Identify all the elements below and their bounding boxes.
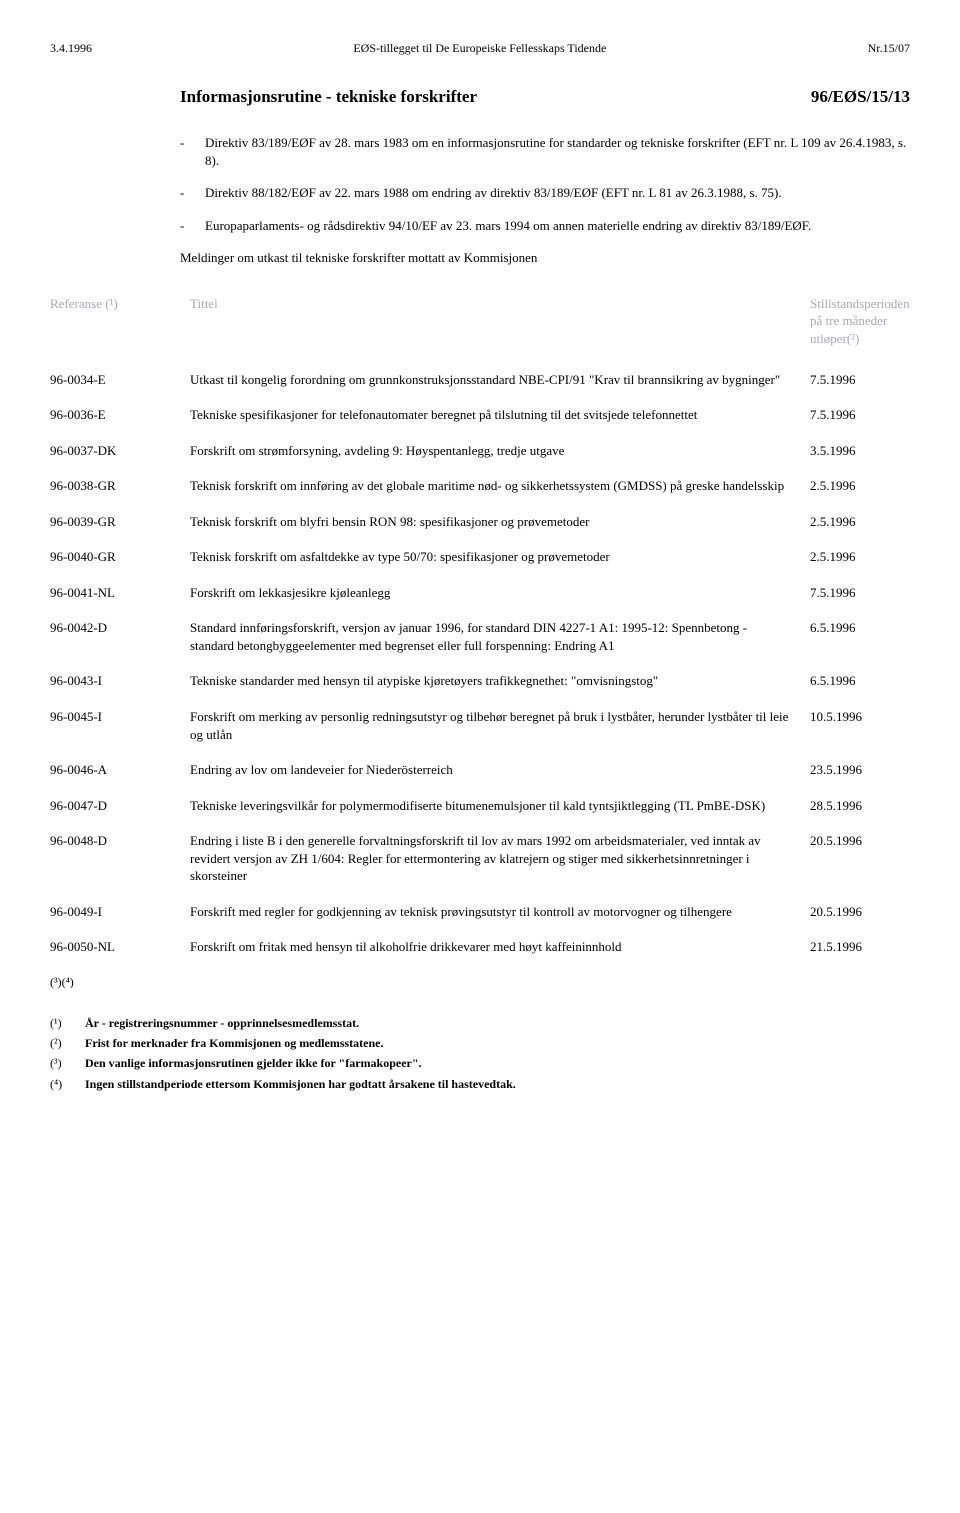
cell-date: 2.5.1996 <box>810 513 910 531</box>
cell-reference: 96-0050-NL <box>50 938 190 956</box>
table-row: 96-0045-IForskrift om merking av personl… <box>50 708 910 743</box>
table-row: 96-0049-IForskrift med regler for godkje… <box>50 903 910 921</box>
table-row: 96-0050-NLForskrift om fritak med hensyn… <box>50 938 910 956</box>
header-date: 3.4.1996 <box>50 40 92 56</box>
cell-title: Forskrift om strømforsyning, avdeling 9:… <box>190 442 810 460</box>
cell-title: Tekniske standarder med hensyn til atypi… <box>190 672 810 690</box>
intro-dash: - <box>180 217 205 235</box>
cell-title: Endring av lov om landeveier for Niederö… <box>190 761 810 779</box>
table-row: 96-0037-DKForskrift om strømforsyning, a… <box>50 442 910 460</box>
col-header-reference: Referanse (¹) <box>50 295 190 348</box>
col-header-date: Stillstandsperioden på tre måneder utløp… <box>810 295 910 348</box>
table-row: 96-0046-AEndring av lov om landeveier fo… <box>50 761 910 779</box>
cell-reference: 96-0034-E <box>50 371 190 389</box>
cell-date: 7.5.1996 <box>810 371 910 389</box>
cell-title: Standard innføringsforskrift, versjon av… <box>190 619 810 654</box>
intro-block: -Direktiv 83/189/EØF av 28. mars 1983 om… <box>180 134 910 267</box>
cell-reference: 96-0039-GR <box>50 513 190 531</box>
table-row: 96-0036-ETekniske spesifikasjoner for te… <box>50 406 910 424</box>
cell-date: 20.5.1996 <box>810 903 910 921</box>
cell-date: 10.5.1996 <box>810 708 910 726</box>
cell-date: 7.5.1996 <box>810 584 910 602</box>
document-code: 96/EØS/15/13 <box>811 86 910 109</box>
cell-date: 3.5.1996 <box>810 442 910 460</box>
cell-reference: 96-0048-D <box>50 832 190 850</box>
footnotes-block: (¹)År - registreringsnummer - opprinnels… <box>50 1015 910 1092</box>
intro-item: -Europaparlaments- og rådsdirektiv 94/10… <box>180 217 910 235</box>
cell-title: Teknisk forskrift om asfaltdekke av type… <box>190 548 810 566</box>
footnote-marker: (²) <box>50 1035 85 1051</box>
cell-title: Forskrift om merking av personlig rednin… <box>190 708 810 743</box>
cell-reference: 96-0036-E <box>50 406 190 424</box>
cell-reference: 96-0037-DK <box>50 442 190 460</box>
table-row: 96-0042-DStandard innføringsforskrift, v… <box>50 619 910 654</box>
footnote-marker: (¹) <box>50 1015 85 1031</box>
cell-reference: 96-0038-GR <box>50 477 190 495</box>
footnote-marker: (⁴) <box>50 1076 85 1092</box>
cell-title: Endring i liste B i den generelle forval… <box>190 832 810 885</box>
intro-item: -Direktiv 83/189/EØF av 28. mars 1983 om… <box>180 134 910 169</box>
intro-dash: - <box>180 184 205 202</box>
cell-title: Forskrift om lekkasjesikre kjøleanlegg <box>190 584 810 602</box>
title-row: Informasjonsrutine - tekniske forskrifte… <box>180 86 910 109</box>
cell-title: Teknisk forskrift om blyfri bensin RON 9… <box>190 513 810 531</box>
subtitle: Meldinger om utkast til tekniske forskri… <box>180 249 910 267</box>
table-row: 96-0040-GRTeknisk forskrift om asfaltdek… <box>50 548 910 566</box>
cell-title: Forskrift med regler for godkjenning av … <box>190 903 810 921</box>
header-issue: Nr.15/07 <box>868 40 910 56</box>
table-row: 96-0043-ITekniske standarder med hensyn … <box>50 672 910 690</box>
table-row: 96-0048-DEndring i liste B i den generel… <box>50 832 910 885</box>
footnote-row: (¹)År - registreringsnummer - opprinnels… <box>50 1015 910 1031</box>
cell-title: Forskrift om fritak med hensyn til alkoh… <box>190 938 810 956</box>
cell-title: Tekniske spesifikasjoner for telefonauto… <box>190 406 810 424</box>
cell-reference: 96-0040-GR <box>50 548 190 566</box>
footnote-text: Frist for merknader fra Kommisjonen og m… <box>85 1035 910 1051</box>
footnote-marker: (³) <box>50 1055 85 1071</box>
footnote-text: År - registreringsnummer - opprinnelsesm… <box>85 1015 910 1031</box>
cell-date: 2.5.1996 <box>810 477 910 495</box>
cell-date: 23.5.1996 <box>810 761 910 779</box>
cell-date: 7.5.1996 <box>810 406 910 424</box>
footnote-row: (³)Den vanlige informasjonsrutinen gjeld… <box>50 1055 910 1071</box>
table-row: 96-0041-NLForskrift om lekkasjesikre kjø… <box>50 584 910 602</box>
cell-date: 20.5.1996 <box>810 832 910 850</box>
cell-reference: 96-0046-A <box>50 761 190 779</box>
page-title: Informasjonsrutine - tekniske forskrifte… <box>180 86 477 109</box>
cell-title: Teknisk forskrift om innføring av det gl… <box>190 477 810 495</box>
footnote-row: (⁴)Ingen stillstandperiode ettersom Komm… <box>50 1076 910 1092</box>
intro-item: -Direktiv 88/182/EØF av 22. mars 1988 om… <box>180 184 910 202</box>
intro-text: Direktiv 88/182/EØF av 22. mars 1988 om … <box>205 184 910 202</box>
cell-date: 21.5.1996 <box>810 938 910 956</box>
table-row: 96-0039-GRTeknisk forskrift om blyfri be… <box>50 513 910 531</box>
cell-reference: 96-0043-I <box>50 672 190 690</box>
cell-date: 2.5.1996 <box>810 548 910 566</box>
footnote-text: Den vanlige informasjonsrutinen gjelder … <box>85 1055 910 1071</box>
table-header-row: Referanse (¹) Tittel Stillstandsperioden… <box>50 287 910 356</box>
footnote-text: Ingen stillstandperiode ettersom Kommisj… <box>85 1076 910 1092</box>
cell-date: 28.5.1996 <box>810 797 910 815</box>
page-header: 3.4.1996 EØS-tillegget til De Europeiske… <box>50 40 910 56</box>
intro-dash: - <box>180 134 205 169</box>
cell-reference: 96-0041-NL <box>50 584 190 602</box>
header-publication: EØS-tillegget til De Europeiske Fellessk… <box>353 40 606 56</box>
table-row: 96-0038-GRTeknisk forskrift om innføring… <box>50 477 910 495</box>
footnote-combo-marker: (³)(⁴) <box>50 974 910 990</box>
cell-title: Utkast til kongelig forordning om grunnk… <box>190 371 810 389</box>
footnote-row: (²)Frist for merknader fra Kommisjonen o… <box>50 1035 910 1051</box>
cell-title: Tekniske leveringsvilkår for polymermodi… <box>190 797 810 815</box>
cell-reference: 96-0047-D <box>50 797 190 815</box>
table-row: 96-0034-EUtkast til kongelig forordning … <box>50 371 910 389</box>
col-header-title: Tittel <box>190 295 810 348</box>
cell-reference: 96-0049-I <box>50 903 190 921</box>
intro-text: Direktiv 83/189/EØF av 28. mars 1983 om … <box>205 134 910 169</box>
cell-reference: 96-0045-I <box>50 708 190 726</box>
cell-date: 6.5.1996 <box>810 619 910 637</box>
table-row: 96-0047-DTekniske leveringsvilkår for po… <box>50 797 910 815</box>
intro-text: Europaparlaments- og rådsdirektiv 94/10/… <box>205 217 910 235</box>
cell-reference: 96-0042-D <box>50 619 190 637</box>
cell-date: 6.5.1996 <box>810 672 910 690</box>
